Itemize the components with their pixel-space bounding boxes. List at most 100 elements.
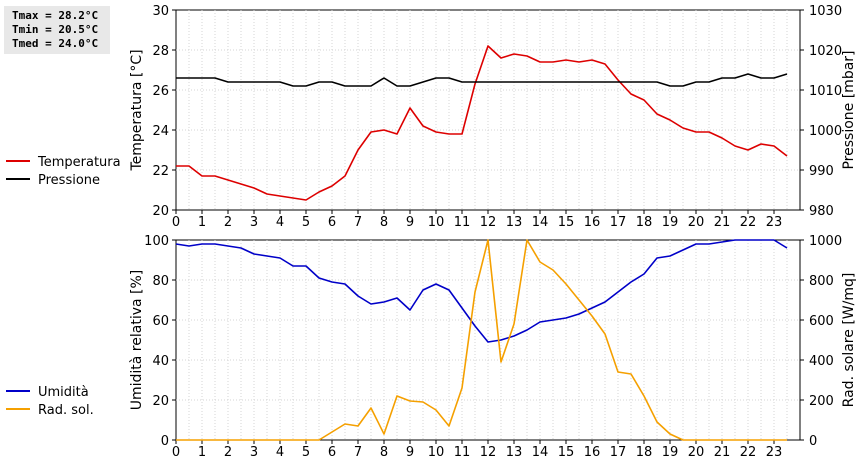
x-tick-label: 0	[172, 215, 180, 230]
legend-label-rad-sol: Rad. sol.	[38, 403, 94, 418]
x-tick-label: 17	[610, 215, 627, 230]
x-tick-label: 11	[454, 215, 471, 230]
x-tick-label: 8	[380, 445, 388, 460]
y-left-tick-label: 0	[161, 434, 169, 449]
y-right-title-bottom: Rad. solare [W/mq]	[841, 273, 857, 408]
x-tick-label: 20	[688, 215, 705, 230]
y-right-tick-label: 1030	[809, 4, 842, 19]
legend-top: Temperatura Pressione	[6, 155, 121, 188]
x-tick-label: 1	[198, 215, 206, 230]
y-right-title-top: Pressione [mbar]	[841, 50, 857, 169]
y-left-tick-label: 100	[144, 234, 169, 249]
legend-label-temperatura: Temperatura	[37, 155, 121, 170]
x-tick-label: 8	[380, 215, 388, 230]
x-tick-label: 14	[532, 445, 549, 460]
x-tick-label: 6	[328, 445, 336, 460]
y-right-ticks-bottom: 0 200 400 600 800 1000	[800, 234, 842, 449]
series-bottom	[175, 239, 788, 441]
y-right-tick-label: 0	[809, 434, 817, 449]
y-left-tick-label: 26	[152, 84, 169, 99]
y-left-tick-label: 24	[152, 124, 169, 139]
x-tick-label: 3	[250, 445, 258, 460]
tmed-label: Tmed = 24.0°C	[12, 37, 99, 50]
x-tick-label: 23	[766, 445, 783, 460]
y-right-tick-label: 990	[809, 164, 834, 179]
x-ticks-bottom: 0 1 2 3 4 5 6 7 8 9 10 11 12 13 14 15 16 17 18 19 20 21 22 23	[172, 440, 782, 460]
x-tick-label: 12	[480, 215, 497, 230]
grid-top	[176, 10, 800, 210]
y-left-tick-label: 20	[152, 394, 169, 409]
series-line-pressione	[176, 73, 788, 87]
x-ticks-top: 0 1 2 3 4 5 6 7 8 9 10 11 12 13 14 15 16 17 18 19 20 21 22 23	[172, 210, 782, 230]
x-tick-label: 6	[328, 215, 336, 230]
x-tick-label: 13	[506, 445, 523, 460]
x-tick-label: 1	[198, 445, 206, 460]
series-line-umidit	[175, 239, 788, 343]
x-tick-label: 23	[766, 215, 783, 230]
x-tick-label: 18	[636, 445, 653, 460]
stats-box: Tmax = 28.2°C Tmin = 20.5°C Tmed = 24.0°…	[4, 6, 110, 54]
x-tick-label: 15	[558, 445, 575, 460]
x-tick-label: 21	[714, 445, 731, 460]
x-tick-label: 9	[406, 215, 414, 230]
x-tick-label: 10	[428, 215, 445, 230]
series-top	[176, 45, 788, 201]
x-tick-label: 19	[662, 215, 679, 230]
chart-humidity-radiation: 0 1 2 3 4 5 6 7 8 9 10 11 12 13 14 15 16 17 18 19 20 21 22 23 0…	[129, 234, 857, 460]
y-left-ticks-bottom: 0 20 40 60 80 100	[144, 234, 176, 449]
y-left-tick-label: 28	[152, 44, 169, 59]
x-tick-label: 5	[302, 215, 310, 230]
x-tick-label: 4	[276, 445, 284, 460]
x-tick-label: 21	[714, 215, 731, 230]
x-tick-label: 22	[740, 215, 757, 230]
x-tick-label: 22	[740, 445, 757, 460]
x-tick-label: 18	[636, 215, 653, 230]
x-tick-label: 2	[224, 445, 232, 460]
y-right-tick-label: 980	[809, 204, 834, 219]
x-tick-label: 7	[354, 215, 362, 230]
x-tick-label: 13	[506, 215, 523, 230]
x-tick-label: 15	[558, 215, 575, 230]
y-right-tick-label: 1010	[809, 84, 842, 99]
x-tick-label: 10	[428, 445, 445, 460]
x-tick-label: 5	[302, 445, 310, 460]
x-tick-label: 3	[250, 215, 258, 230]
y-left-tick-label: 40	[152, 354, 169, 369]
x-tick-label: 20	[688, 445, 705, 460]
legend-label-pressione: Pressione	[38, 173, 100, 188]
y-right-ticks-top: 980 990 1000 1010 1020 1030	[800, 4, 842, 219]
chart-temperature-pressure: 0 1 2 3 4 5 6 7 8 9 10 11 12 13 14 15 16 17 18 19 20 21 22 23 2…	[129, 4, 857, 230]
x-tick-label: 16	[584, 445, 601, 460]
x-tick-label: 12	[480, 445, 497, 460]
x-tick-label: 17	[610, 445, 627, 460]
legend-bottom: Umidità Rad. sol.	[6, 385, 94, 418]
x-tick-label: 11	[454, 445, 471, 460]
legend-label-umidita: Umidità	[38, 385, 89, 400]
y-right-tick-label: 800	[809, 274, 834, 289]
x-tick-label: 4	[276, 215, 284, 230]
y-left-ticks-top: 20 22 24 26 28 30	[152, 4, 176, 219]
y-left-tick-label: 60	[152, 314, 169, 329]
y-left-title-top: Temperatura [°C]	[129, 49, 145, 171]
x-tick-label: 2	[224, 215, 232, 230]
x-tick-label: 7	[354, 445, 362, 460]
series-line-rad-sol	[176, 239, 787, 441]
y-left-title-bottom: Umidità relativa [%]	[129, 270, 145, 411]
y-right-tick-label: 600	[809, 314, 834, 329]
y-right-tick-label: 1000	[809, 124, 842, 139]
y-left-tick-label: 30	[152, 4, 169, 19]
x-tick-label: 0	[172, 445, 180, 460]
x-tick-label: 9	[406, 445, 414, 460]
x-tick-label: 14	[532, 215, 549, 230]
y-right-tick-label: 200	[809, 394, 834, 409]
series-line-temperatura	[176, 45, 788, 201]
y-right-tick-label: 1000	[809, 234, 842, 249]
y-right-tick-label: 1020	[809, 44, 842, 59]
y-left-tick-label: 80	[152, 274, 169, 289]
x-tick-label: 16	[584, 215, 601, 230]
y-right-tick-label: 400	[809, 354, 834, 369]
grid-bottom	[176, 240, 800, 440]
y-left-tick-label: 20	[152, 204, 169, 219]
y-left-tick-label: 22	[152, 164, 169, 179]
